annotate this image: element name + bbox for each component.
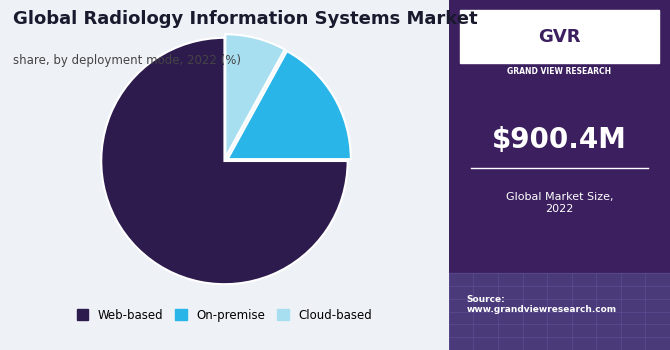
Wedge shape xyxy=(228,51,351,159)
Text: Source:
www.grandviewresearch.com: Source: www.grandviewresearch.com xyxy=(466,295,616,314)
Bar xyxy=(449,273,670,350)
Text: $900.4M: $900.4M xyxy=(492,126,627,154)
Wedge shape xyxy=(225,34,285,158)
Text: GVR: GVR xyxy=(538,28,581,46)
Legend: Web-based, On-premise, Cloud-based: Web-based, On-premise, Cloud-based xyxy=(71,303,378,328)
Text: GRAND VIEW RESEARCH: GRAND VIEW RESEARCH xyxy=(507,67,612,76)
Wedge shape xyxy=(101,38,348,284)
Text: Global Radiology Information Systems Market: Global Radiology Information Systems Mar… xyxy=(13,10,478,28)
Bar xyxy=(460,10,659,63)
Text: share, by deployment mode, 2022 (%): share, by deployment mode, 2022 (%) xyxy=(13,54,241,67)
Text: Global Market Size,
2022: Global Market Size, 2022 xyxy=(506,192,613,214)
